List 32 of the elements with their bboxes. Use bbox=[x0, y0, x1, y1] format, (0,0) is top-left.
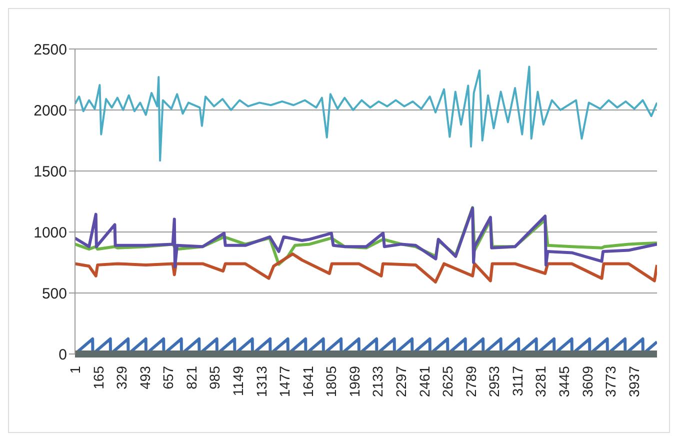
x-tick-label: 2625 bbox=[440, 366, 456, 398]
y-tick-label: 2500 bbox=[34, 41, 67, 58]
y-tick-label: 1000 bbox=[34, 224, 67, 242]
line-series bbox=[75, 252, 657, 284]
y-tick-label: 1500 bbox=[34, 163, 67, 180]
x-tick-label: 165 bbox=[90, 366, 106, 390]
x-tick-label: 2133 bbox=[370, 366, 386, 398]
x-tick-label: 3445 bbox=[556, 366, 572, 398]
x-tick-label: 3281 bbox=[532, 366, 549, 398]
x-tick-label: 1641 bbox=[300, 366, 316, 398]
x-tick-label: 1477 bbox=[276, 366, 293, 398]
x-tick-label: 657 bbox=[160, 366, 176, 390]
x-tick-label: 329 bbox=[114, 366, 130, 390]
x-tick-label: 2789 bbox=[462, 366, 479, 398]
x-tick-label: 3609 bbox=[579, 366, 596, 398]
y-tick-label: 0 bbox=[58, 346, 67, 364]
x-tick-label: 2461 bbox=[416, 366, 432, 398]
x-tick-label: 1149 bbox=[230, 366, 246, 396]
x-tick-label: 1313 bbox=[253, 366, 270, 398]
x-tick-label: 1 bbox=[67, 366, 83, 374]
x-tick-label: 3937 bbox=[626, 366, 642, 398]
x-tick-label: 821 bbox=[183, 366, 200, 390]
x-tick-label: 985 bbox=[206, 366, 223, 390]
x-tick-label: 3117 bbox=[509, 366, 526, 396]
x-tick-label: 3773 bbox=[602, 366, 619, 398]
x-tick-label: 2297 bbox=[393, 366, 409, 398]
y-tick-label: 2000 bbox=[34, 102, 67, 120]
x-tick-label: 1805 bbox=[323, 366, 340, 398]
y-tick-label: 500 bbox=[42, 285, 67, 302]
x-tick-label: 2953 bbox=[486, 366, 502, 398]
x-tick-label: 493 bbox=[136, 366, 153, 390]
x-tick-label: 1969 bbox=[346, 366, 362, 398]
